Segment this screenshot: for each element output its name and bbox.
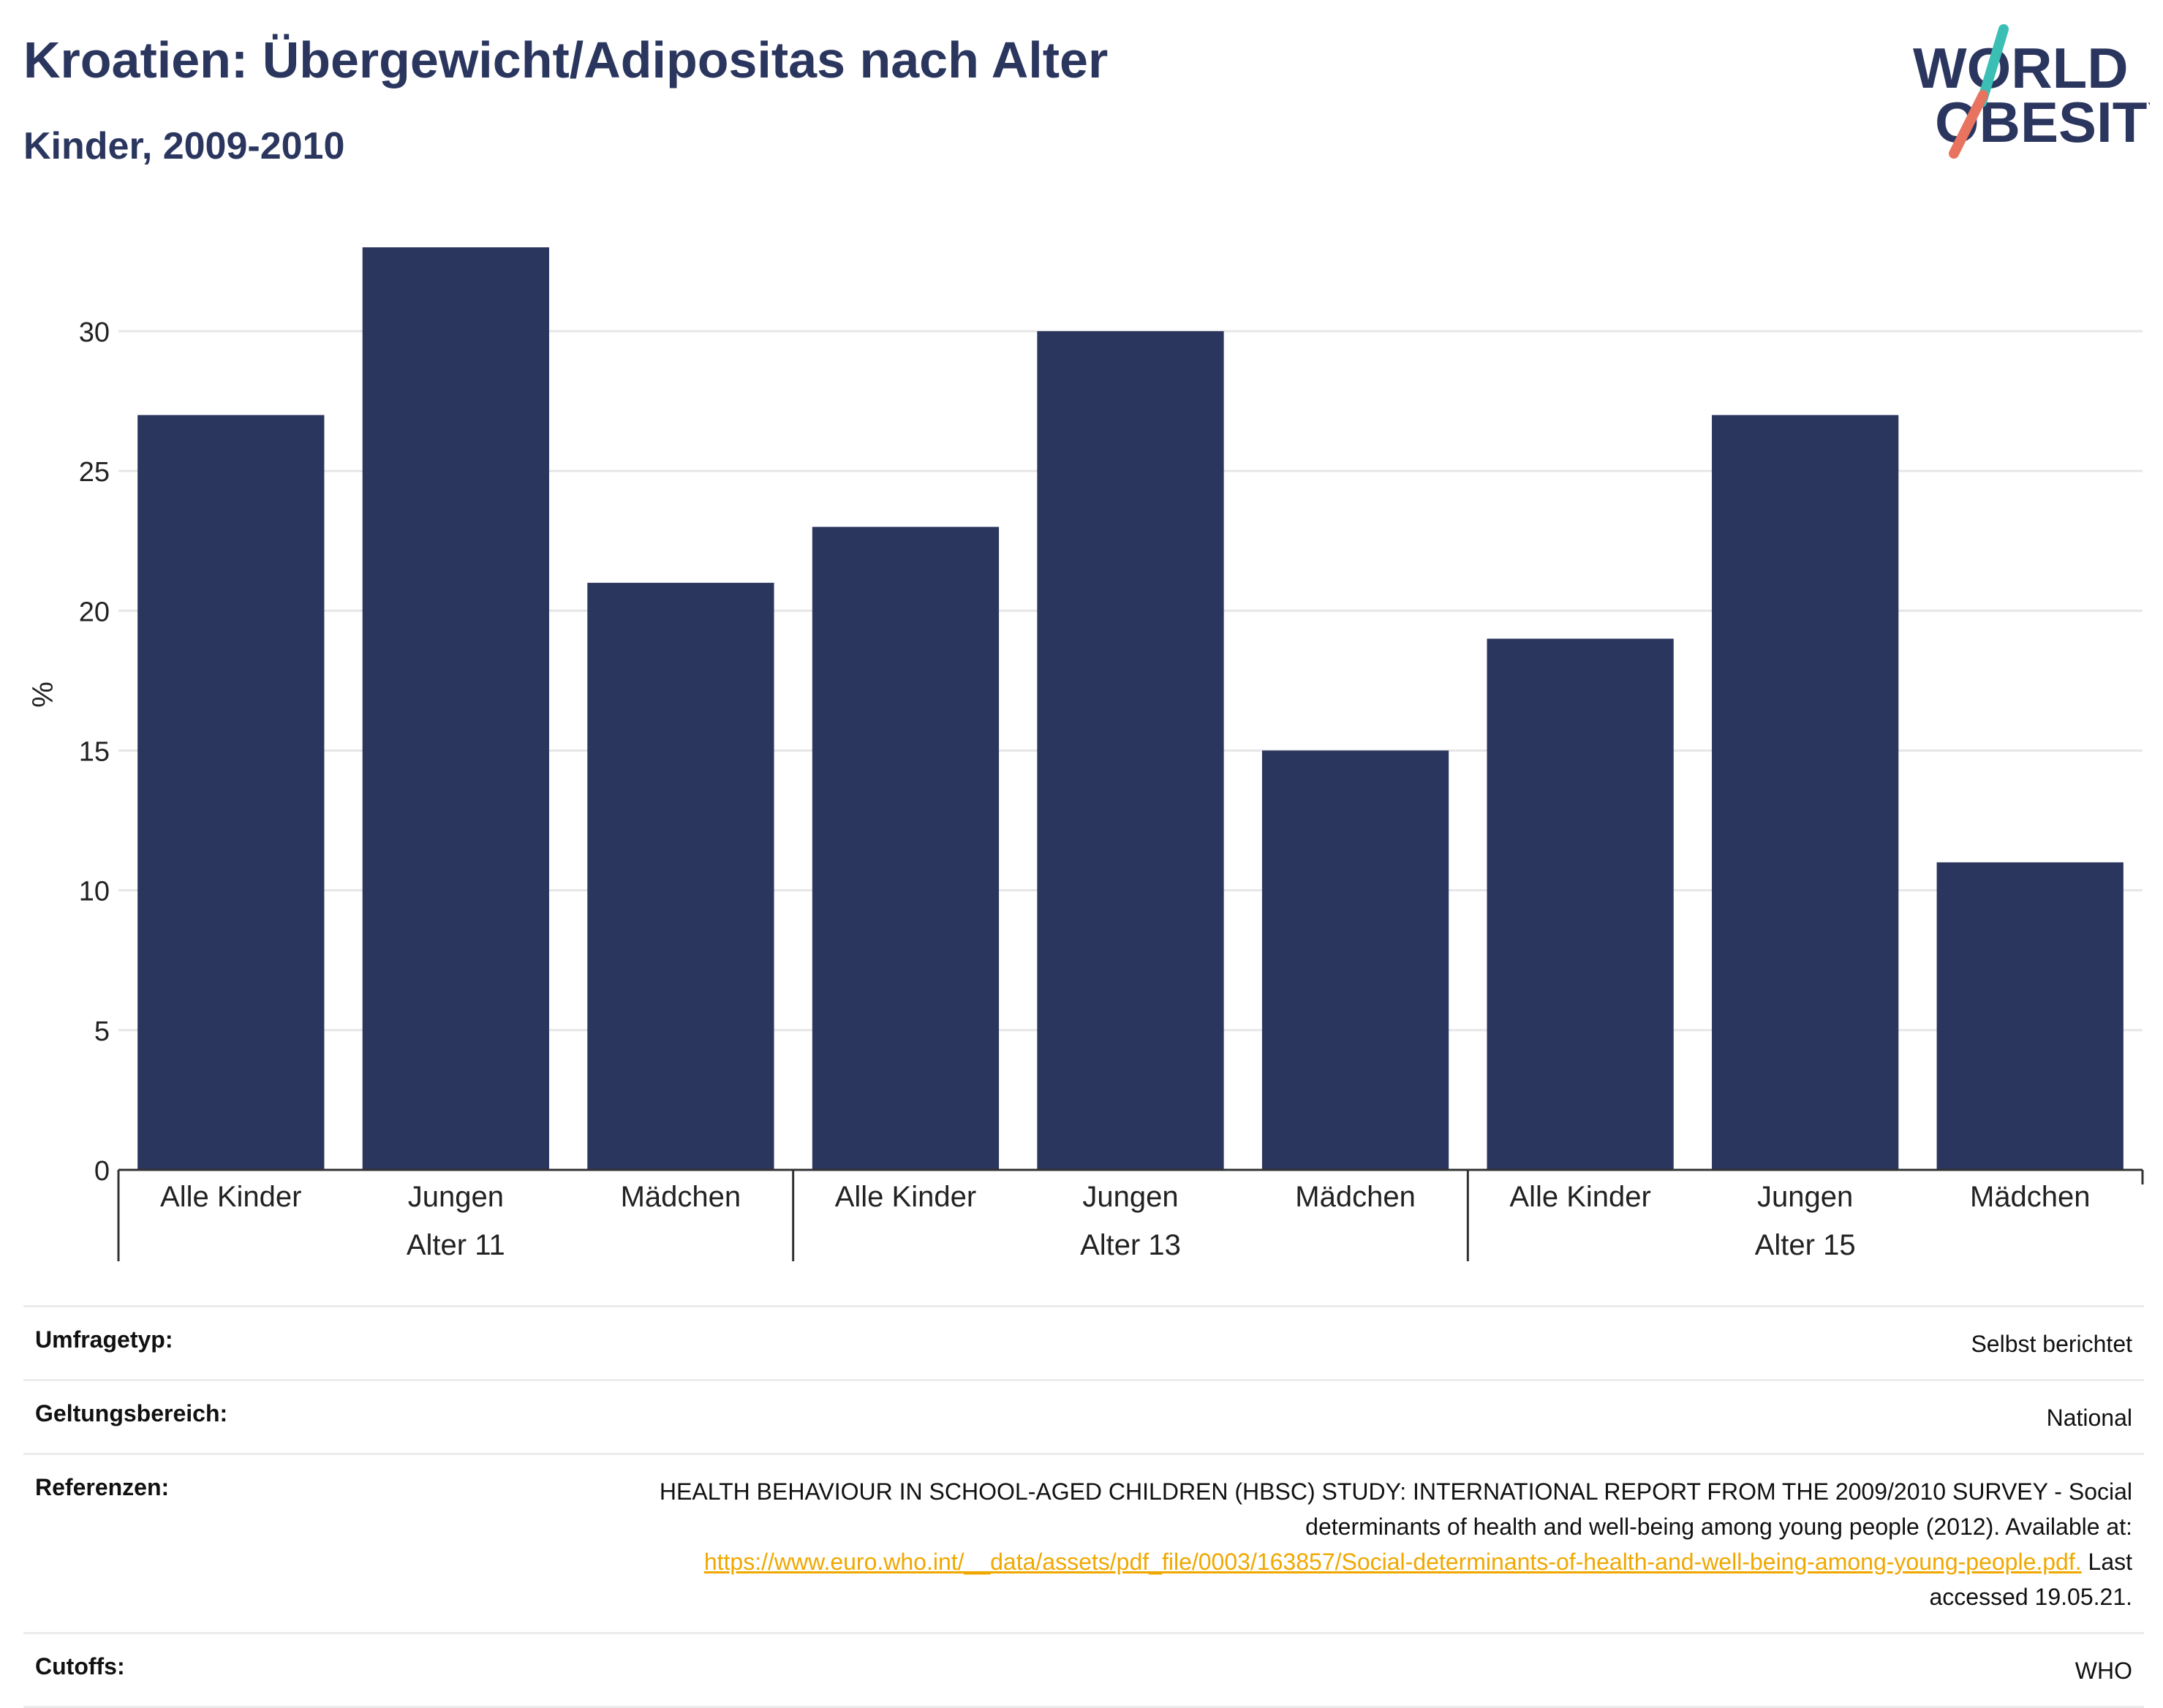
bar bbox=[1936, 862, 2124, 1170]
meta-label: Referenzen: bbox=[35, 1474, 170, 1500]
logo-line-1: WORLD bbox=[1913, 36, 2129, 100]
meta-value: Selbst berichtet bbox=[1971, 1331, 2132, 1357]
x-category-label: Jungen bbox=[408, 1181, 504, 1213]
chart-subtitle: Kinder, 2009-2010 bbox=[23, 125, 345, 167]
x-category-label: Alle Kinder bbox=[160, 1181, 301, 1213]
y-axis-label: % bbox=[27, 681, 59, 708]
bar bbox=[362, 247, 549, 1170]
logo-slash-teal bbox=[1977, 24, 2009, 107]
x-category-label: Mädchen bbox=[1970, 1181, 2091, 1213]
bar bbox=[812, 526, 1000, 1170]
meta-label: Umfragetyp: bbox=[35, 1326, 173, 1353]
bar bbox=[1487, 638, 1674, 1170]
x-group-label: Alter 15 bbox=[1755, 1229, 1856, 1261]
metadata-table: Umfragetyp: Selbst berichtet Geltungsber… bbox=[23, 1305, 2144, 1708]
reference-suffix: Last accessed 19.05.21. bbox=[1929, 1549, 2132, 1610]
reference-text: HEALTH BEHAVIOUR IN SCHOOL-AGED CHILDREN… bbox=[659, 1478, 2132, 1540]
y-tick-label: 20 bbox=[79, 597, 110, 627]
bar bbox=[137, 415, 325, 1171]
meta-value: WHO bbox=[2075, 1658, 2132, 1684]
bar bbox=[1037, 330, 1224, 1170]
chart-title: Kroatien: Übergewicht/Adipositas nach Al… bbox=[23, 31, 1109, 88]
x-group-label: Alter 13 bbox=[1080, 1229, 1181, 1261]
meta-value: National bbox=[2046, 1405, 2132, 1431]
y-tick-label: 5 bbox=[94, 1016, 110, 1047]
meta-label: Geltungsbereich: bbox=[35, 1400, 228, 1427]
x-category-label: Jungen bbox=[1757, 1181, 1853, 1213]
y-tick-label: 30 bbox=[79, 317, 110, 348]
bar bbox=[587, 583, 774, 1170]
x-category-label: Mädchen bbox=[1295, 1181, 1416, 1213]
x-category-label: Alle Kinder bbox=[1509, 1181, 1650, 1213]
logo-slash-coral bbox=[1949, 90, 1988, 159]
bar bbox=[1712, 415, 1899, 1171]
y-tick-label: 10 bbox=[79, 877, 110, 907]
x-category-label: Alle Kinder bbox=[835, 1181, 976, 1213]
meta-row-survey-type: Umfragetyp: Selbst berichtet bbox=[23, 1305, 2144, 1379]
x-group-label: Alter 11 bbox=[407, 1229, 505, 1261]
y-tick-label: 15 bbox=[79, 736, 110, 767]
y-tick-label: 0 bbox=[94, 1156, 110, 1187]
meta-row-references: Referenzen: HEALTH BEHAVIOUR IN SCHOOL-A… bbox=[23, 1453, 2144, 1632]
meta-row-cutoffs: Cutoffs: WHO bbox=[23, 1632, 2144, 1708]
meta-row-scope: Geltungsbereich: National bbox=[23, 1379, 2144, 1453]
reference-link[interactable]: https://www.euro.who.int/__data/assets/p… bbox=[703, 1549, 2082, 1575]
bar-chart: 0 5 10 15 20 25 30% Alle Kinder Jungen Mädchen Alt… bbox=[27, 247, 2144, 1261]
x-category-label: Mädchen bbox=[621, 1181, 741, 1213]
world-obesity-logo: WORLD OBESITY bbox=[1913, 24, 2150, 159]
x-category-label: Jungen bbox=[1082, 1181, 1178, 1213]
meta-value-reference: HEALTH BEHAVIOUR IN SCHOOL-AGED CHILDREN… bbox=[633, 1474, 2132, 1614]
y-tick-label: 25 bbox=[79, 457, 110, 488]
bar bbox=[1261, 750, 1449, 1170]
meta-label: Cutoffs: bbox=[35, 1653, 125, 1679]
